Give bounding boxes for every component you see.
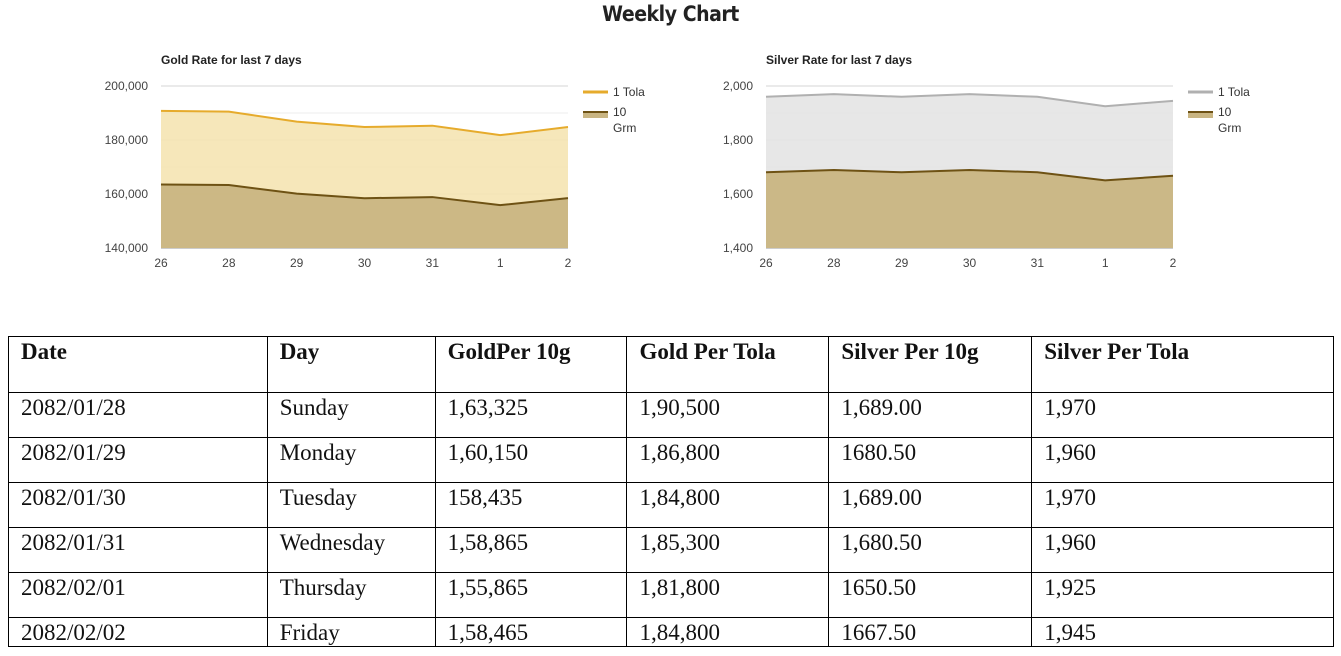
legend-label-grm: 10 Grm xyxy=(1218,105,1241,135)
x-tick-label: 30 xyxy=(963,256,977,270)
legend-swatch-grm-fill xyxy=(1188,112,1213,118)
rates-table: Date Day GoldPer 10g Gold Per Tola Silve… xyxy=(8,336,1334,647)
header-day: Day xyxy=(266,336,436,393)
table-header-row: Date Day GoldPer 10g Gold Per Tola Silve… xyxy=(8,336,1334,393)
x-tick-label: 1 xyxy=(497,256,504,270)
x-tick-label: 2 xyxy=(1170,256,1177,270)
legend-label-tola: 1 Tola xyxy=(1218,85,1250,99)
cell-gold-10g: 1,58,865 xyxy=(434,527,628,573)
cell-date: 2082/01/31 xyxy=(8,527,268,573)
cell-gold-tola: 1,85,300 xyxy=(626,527,830,573)
x-tick-label: 30 xyxy=(358,256,372,270)
cell-gold-tola: 1,84,800 xyxy=(626,617,830,647)
header-silver-per-tola: Silver Per Tola xyxy=(1031,336,1334,393)
cell-silver-10g: 1680.50 xyxy=(828,437,1033,483)
cell-silver-tola: 1,925 xyxy=(1031,572,1334,618)
cell-gold-tola: 1,81,800 xyxy=(626,572,830,618)
table-row: 2082/01/29 Monday 1,60,150 1,86,800 1680… xyxy=(8,437,1334,483)
header-gold-per-tola: Gold Per Tola xyxy=(626,336,830,393)
cell-day: Thursday xyxy=(266,572,436,618)
page-title: Weekly Chart xyxy=(602,2,739,26)
x-tick-label: 29 xyxy=(290,256,304,270)
cell-day: Tuesday xyxy=(266,482,436,528)
cell-gold-10g: 1,55,865 xyxy=(434,572,628,618)
cell-silver-10g: 1,680.50 xyxy=(828,527,1033,573)
cell-gold-tola: 1,84,800 xyxy=(626,482,830,528)
series-line-grm xyxy=(160,183,569,207)
header-date: Date xyxy=(8,336,268,393)
x-tick-label: 28 xyxy=(222,256,236,270)
table-row: 2082/02/01 Thursday 1,55,865 1,81,800 16… xyxy=(8,572,1334,618)
x-tick-label: 31 xyxy=(1031,256,1045,270)
cell-silver-10g: 1,689.00 xyxy=(828,482,1033,528)
cell-date: 2082/01/28 xyxy=(8,392,268,438)
legend-label-tola: 1 Tola xyxy=(613,85,645,99)
cell-day: Sunday xyxy=(266,392,436,438)
cell-silver-tola: 1,970 xyxy=(1031,392,1334,438)
cell-gold-10g: 1,60,150 xyxy=(434,437,628,483)
y-tick-label: 200,000 xyxy=(105,79,149,93)
legend-swatch-grm-fill xyxy=(583,112,608,118)
cell-silver-tola: 1,970 xyxy=(1031,482,1334,528)
x-tick-label: 31 xyxy=(426,256,440,270)
cell-date: 2082/02/02 xyxy=(8,617,268,647)
table-row: 2082/01/28 Sunday 1,63,325 1,90,500 1,68… xyxy=(8,392,1334,438)
x-tick-label: 29 xyxy=(895,256,909,270)
cell-day: Wednesday xyxy=(266,527,436,573)
cell-silver-10g: 1,689.00 xyxy=(828,392,1033,438)
cell-date: 2082/01/30 xyxy=(8,482,268,528)
table-row: 2082/01/30 Tuesday 158,435 1,84,800 1,68… xyxy=(8,482,1334,528)
chart-title: Silver Rate for last 7 days xyxy=(766,53,912,67)
cell-gold-10g: 1,63,325 xyxy=(434,392,628,438)
cell-gold-tola: 1,86,800 xyxy=(626,437,830,483)
gold-rate-chart: Gold Rate for last 7 days 140,000 160,000 1… xyxy=(105,53,646,270)
series-line-tola xyxy=(765,93,1174,108)
header-silver-per-10g: Silver Per 10g xyxy=(828,336,1033,393)
y-tick-label: 180,000 xyxy=(105,133,149,147)
cell-silver-tola: 1,960 xyxy=(1031,527,1334,573)
y-tick-label: 1,600 xyxy=(723,187,753,201)
cell-date: 2082/01/29 xyxy=(8,437,268,483)
series-area-0-grm xyxy=(161,184,568,248)
legend-label-grm: 10 Grm xyxy=(613,105,636,135)
series-area-1-grm xyxy=(766,169,1173,248)
x-tick-label: 26 xyxy=(154,256,168,270)
cell-date: 2082/02/01 xyxy=(8,572,268,618)
cell-gold-10g: 1,58,465 xyxy=(434,617,628,647)
series-line-grm xyxy=(765,168,1174,182)
x-tick-label: 28 xyxy=(827,256,841,270)
chart-title: Gold Rate for last 7 days xyxy=(161,53,302,67)
y-tick-label: 160,000 xyxy=(105,187,149,201)
cell-silver-10g: 1650.50 xyxy=(828,572,1033,618)
cell-silver-10g: 1667.50 xyxy=(828,617,1033,647)
y-tick-label: 2,000 xyxy=(723,79,753,93)
y-tick-label: 140,000 xyxy=(105,241,149,255)
cell-silver-tola: 1,960 xyxy=(1031,437,1334,483)
table-row: 2082/02/02 Friday 1,58,465 1,84,800 1667… xyxy=(8,617,1334,647)
series-line-tola xyxy=(160,109,569,137)
silver-rate-chart: Silver Rate for last 7 days 1,400 1,600 1,8… xyxy=(723,53,1250,270)
x-tick-label: 2 xyxy=(565,256,572,270)
y-tick-label: 1,800 xyxy=(723,133,753,147)
y-tick-label: 1,400 xyxy=(723,241,753,255)
cell-gold-10g: 158,435 xyxy=(434,482,628,528)
cell-gold-tola: 1,90,500 xyxy=(626,392,830,438)
x-tick-label: 1 xyxy=(1102,256,1109,270)
table-row: 2082/01/31 Wednesday 1,58,865 1,85,300 1… xyxy=(8,527,1334,573)
x-tick-label: 26 xyxy=(759,256,773,270)
cell-day: Friday xyxy=(266,617,436,647)
cell-silver-tola: 1,945 xyxy=(1031,617,1334,647)
cell-day: Monday xyxy=(266,437,436,483)
header-gold-per-10g: GoldPer 10g xyxy=(434,336,628,393)
